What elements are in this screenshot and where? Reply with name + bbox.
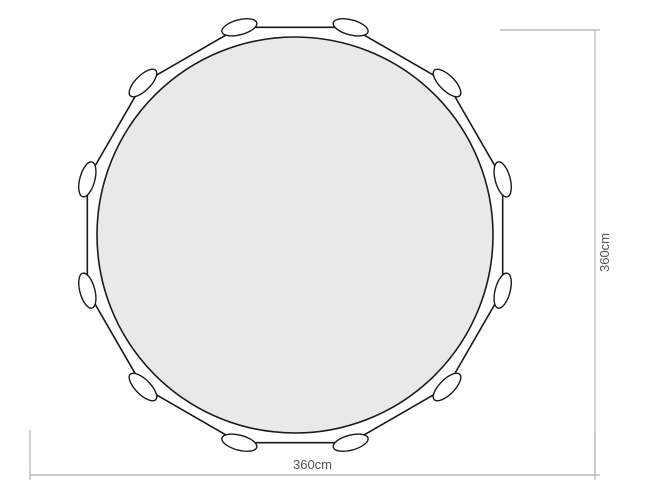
connector [331,15,370,39]
height-dimension-label: 360cm [597,233,612,272]
connector [75,160,99,199]
connector [491,271,515,310]
technical-drawing: 360cm 360cm [0,0,656,500]
pool-surface [97,37,493,433]
connector [75,271,99,310]
drawing-canvas: 360cm 360cm [0,0,656,500]
connector [331,431,370,455]
connector [491,160,515,199]
connector [220,431,259,455]
connector [220,15,259,39]
width-dimension-label: 360cm [293,457,332,472]
